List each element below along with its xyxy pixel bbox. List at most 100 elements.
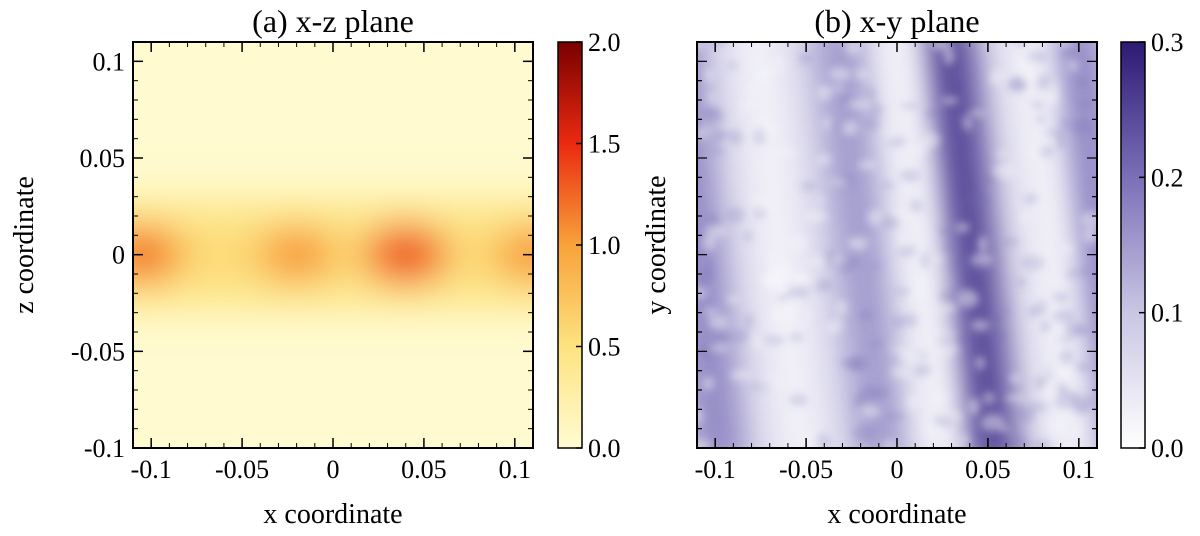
colorbar-b-tick-label: 0.3 — [1151, 28, 1184, 57]
panel-b-eddy — [991, 313, 1003, 324]
panel-b-eddy — [992, 163, 1016, 179]
panel-b-xtick-label: -0.05 — [779, 455, 833, 484]
panel-b-eddy — [889, 209, 912, 217]
panel-b-eddy — [863, 115, 881, 131]
panel-a-field — [133, 196, 533, 313]
panel-b-eddy — [1050, 292, 1070, 303]
panel-b-xtick-label: 0.05 — [965, 455, 1011, 484]
panel-b-eddy — [867, 86, 876, 104]
panel-b-eddy — [788, 393, 808, 406]
colorbar-a-tick-label: 0.5 — [588, 333, 621, 362]
panel-a-heatmap — [133, 42, 533, 448]
panel-b-eddy — [900, 350, 922, 365]
panel-a-xtick-label: 0 — [327, 455, 340, 484]
panel-a-hotspot — [383, 238, 428, 271]
panel-b-eddy — [981, 413, 1005, 431]
panel-a-xtick-label: 0.05 — [401, 455, 447, 484]
colorbar-a-tick-label: 0.0 — [588, 434, 621, 463]
panel-b-eddy — [900, 169, 921, 182]
panel-b-eddy — [881, 440, 897, 448]
panel-b-eddy — [975, 356, 986, 370]
panel-b-xlabel: x coordinate — [827, 499, 966, 530]
panel-b-eddy — [936, 340, 958, 358]
panel-b-eddy — [956, 333, 971, 349]
panel-b-eddy — [804, 432, 817, 448]
panel-b-eddy — [828, 121, 839, 131]
panel-b-eddy — [970, 433, 989, 447]
panel-b-eddy — [970, 253, 993, 266]
panel-b-eddy — [1009, 374, 1022, 383]
panel-b-eddy — [1035, 73, 1050, 91]
panel-b-eddy — [766, 249, 776, 265]
panel-a-xlabel: x coordinate — [263, 499, 402, 530]
panel-b-eddy — [824, 249, 836, 267]
panel-b-eddy — [943, 47, 955, 65]
panel-b-eddy — [1004, 394, 1026, 402]
panel-b-eddy — [932, 415, 955, 427]
panel-b-eddy — [1016, 277, 1027, 288]
panel-b-eddy — [706, 257, 715, 275]
colorbar-b — [1120, 41, 1146, 449]
panel-b-eddy — [702, 376, 715, 391]
panel-b-xtick-label: -0.1 — [695, 455, 736, 484]
panel-b-eddy — [1045, 416, 1067, 435]
panel-b-eddy — [739, 99, 756, 111]
panel-b-eddy — [950, 286, 964, 304]
panel-b-eddy — [770, 307, 786, 325]
panel-b-eddy — [900, 102, 919, 109]
panel-b-eddy — [893, 288, 913, 295]
panel-b-eddy — [725, 295, 742, 304]
colorbar-a-tick-label: 1.0 — [588, 231, 621, 260]
panel-a-ytick-label: -0.1 — [84, 434, 125, 463]
panel-b-eddy — [703, 308, 719, 316]
panel-b-eddy — [1075, 78, 1090, 88]
panel-b-eddy — [1039, 146, 1054, 158]
panel-b-eddy — [1021, 254, 1045, 271]
panel-a-ylabel: z coordinate — [9, 176, 40, 314]
panel-a-xtick-label: -0.1 — [131, 455, 172, 484]
panel-b-eddy — [704, 68, 714, 82]
panel-b-eddy — [762, 123, 776, 138]
panel-a-hotspot — [511, 238, 533, 271]
panel-b-eddy — [829, 178, 848, 186]
panel-b-eddy — [1044, 129, 1066, 136]
panel-b-eddy — [842, 120, 858, 136]
panel-b-eddy — [804, 209, 828, 223]
panel-b-eddy — [1067, 60, 1079, 72]
panel-b-eddy — [1059, 349, 1075, 366]
panel-b-eddy — [925, 420, 934, 436]
panel-b-eddy — [923, 109, 943, 119]
panel-b-eddy — [726, 206, 745, 223]
panel-b-heatmap — [697, 42, 1097, 448]
panel-b-eddy — [1037, 92, 1060, 107]
panel-b-eddy — [1025, 51, 1048, 63]
panel-b-eddy — [897, 235, 909, 248]
panel-b-eddy — [1059, 117, 1070, 129]
panel-b-eddy — [730, 329, 750, 343]
panel-b-eddy — [933, 391, 949, 403]
panel-b-eddy — [727, 61, 738, 71]
panel-b-eddy — [1019, 211, 1030, 226]
panel-b-eddy — [908, 199, 923, 213]
panel-b-eddy — [884, 412, 907, 421]
panel-b-eddy — [1044, 335, 1062, 342]
panel-b-eddy — [869, 340, 882, 348]
panel-b-eddy — [936, 128, 949, 138]
panel-b-eddy — [943, 239, 959, 254]
panel-b-eddy — [988, 329, 1007, 345]
panel-b-eddy — [1040, 319, 1051, 334]
panel-b-eddy — [829, 66, 852, 82]
panel-b-eddy — [1076, 100, 1095, 109]
panel-b-eddy — [977, 235, 988, 253]
panel-b-eddy — [1031, 402, 1048, 412]
panel-b-eddy — [843, 358, 863, 372]
panel-b-eddy — [845, 42, 861, 55]
panel-b-eddy — [774, 56, 784, 73]
panel-b-eddy — [966, 149, 981, 167]
panel-b-eddy — [1002, 306, 1011, 315]
panel-b-eddy — [793, 272, 813, 285]
panel-b-eddy — [1078, 267, 1091, 276]
panel-b-eddy — [939, 139, 954, 152]
panel-b-eddy — [709, 147, 726, 155]
colorbar-a-tick-label: 1.5 — [588, 130, 621, 159]
